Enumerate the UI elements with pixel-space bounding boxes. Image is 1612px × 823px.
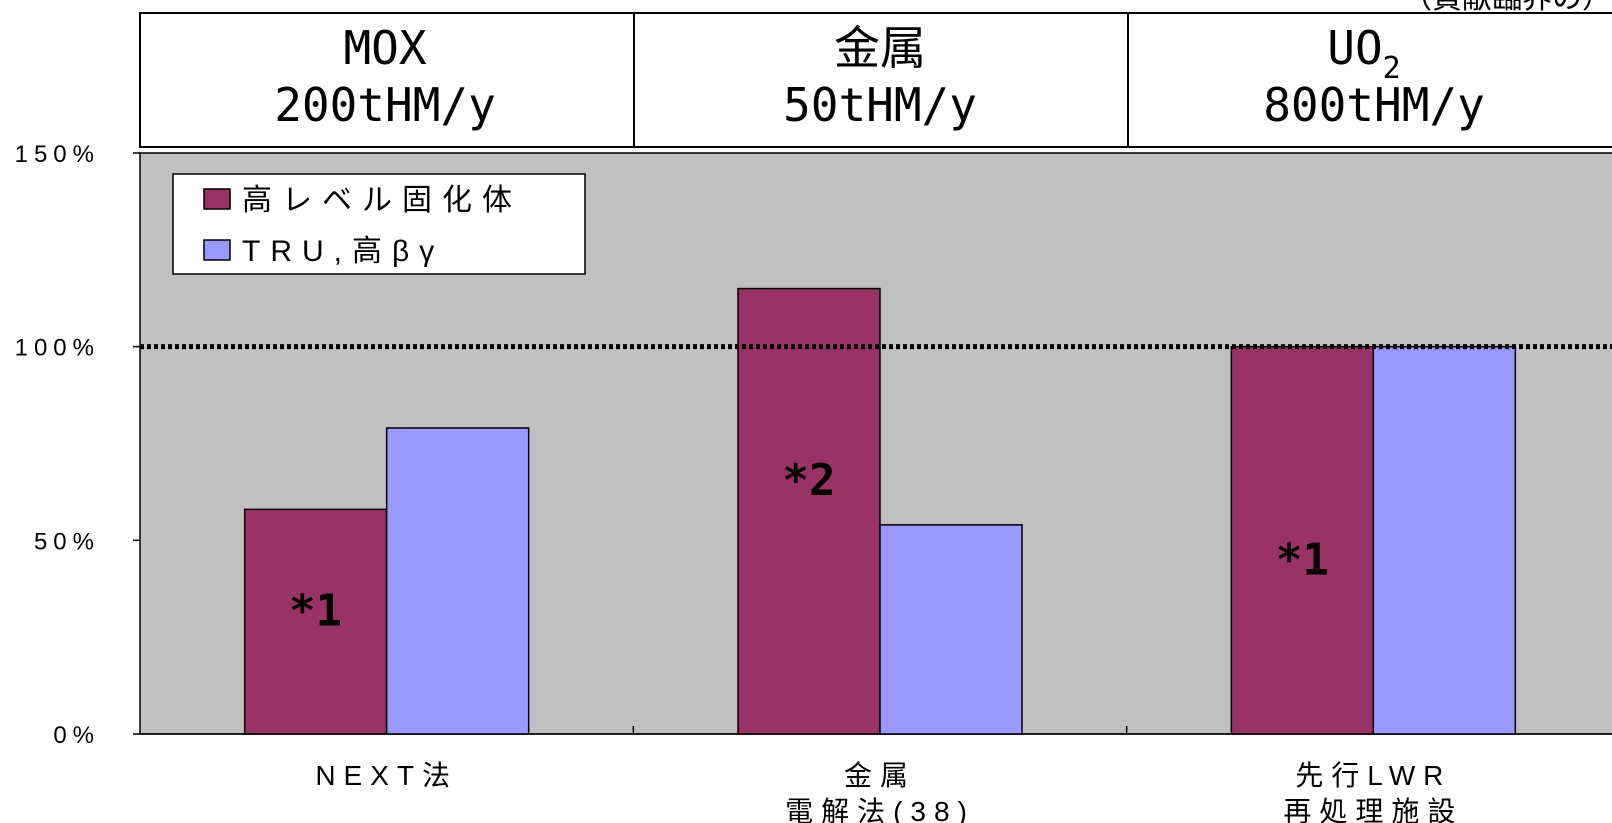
category-label: 電解法(38) [785, 796, 975, 823]
y-tick-label: 0% [53, 722, 100, 749]
header-table: MOX 200tHM/y 金属 50tHM/y UO2 800tHM/y [139, 12, 1612, 148]
bar [879, 524, 1023, 735]
category-label: NEXT法 [315, 760, 458, 791]
legend: 高レベル固化体 TRU,高βγ [172, 173, 586, 275]
corner-fragment: （貢献臨界の） [1402, 0, 1612, 15]
header-2-line2: 50tHM/y [783, 78, 977, 132]
y-tick-label: 50% [34, 528, 100, 555]
legend-swatch-tru [203, 239, 231, 261]
bars [243, 287, 1517, 735]
legend-label-tru: TRU,高βγ [242, 235, 444, 268]
legend-label-hlw: 高レベル固化体 [242, 184, 522, 217]
y-tick-label: 100% [15, 335, 100, 362]
header-1-line1: MOX [343, 21, 426, 75]
y-axis: 0% 50% 100% 150% [15, 141, 1612, 749]
bar [385, 427, 530, 735]
annotations: *1 *2 *1 [289, 455, 1329, 636]
annotation-label: *1 [1276, 535, 1329, 586]
bar [243, 508, 388, 735]
category-label: 先行LWR [1295, 760, 1451, 791]
category-label: 再処理施設 [1283, 796, 1463, 823]
annotation-label: *1 [289, 585, 342, 636]
y-tick-label: 150% [15, 141, 100, 168]
header-3-line1: UO2 [1327, 21, 1400, 86]
bar [1372, 345, 1517, 735]
category-label: 金属 [844, 760, 916, 791]
annotation-label: *2 [783, 455, 836, 506]
legend-swatch-hlw [203, 188, 231, 210]
bar [1230, 345, 1375, 735]
header-box [139, 12, 1612, 148]
header-3-line2: 800tHM/y [1263, 78, 1485, 132]
header-3-subscript: 2 [1383, 51, 1401, 86]
header-2-line1: 金属 [834, 21, 926, 75]
legend-box [172, 173, 586, 275]
header-3-main: UO [1327, 21, 1382, 75]
header-1-line2: 200tHM/y [274, 78, 496, 132]
bar [737, 287, 881, 735]
